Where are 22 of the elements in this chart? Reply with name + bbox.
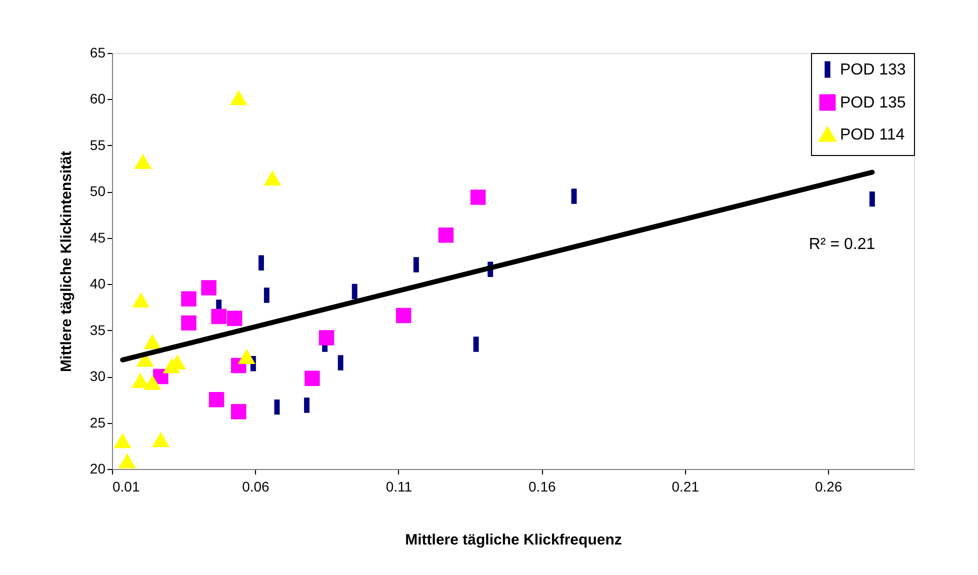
y-tick-label: 50 — [90, 183, 106, 200]
y-tick-label: 55 — [90, 136, 106, 153]
x-tick-label: 0.01 — [112, 478, 140, 494]
y-tick-label: 20 — [90, 460, 106, 476]
y-tick-label: 30 — [90, 368, 106, 384]
x-axis-title: Mittlere tägliche Klickfrequenz — [405, 532, 622, 548]
x-tick-label: 0.11 — [386, 478, 412, 494]
legend-label: POD 114 — [840, 126, 905, 144]
y-tick-label: 65 — [90, 44, 106, 60]
x-tick-label: 0.21 — [672, 478, 700, 494]
y-axis-title: Mittlere tägliche Klickintensität — [58, 151, 75, 372]
x-tick-label: 0.26 — [814, 478, 842, 494]
x-tick-label: 0.06 — [242, 478, 270, 494]
x-tick-label: 0.16 — [528, 478, 556, 494]
annotation: R² = 0.21 — [808, 236, 876, 253]
legend-label: POD 135 — [840, 94, 906, 112]
y-tick-label: 25 — [90, 414, 106, 430]
y-tick-label: 40 — [90, 276, 106, 292]
legend-label: POD 133 — [840, 62, 906, 78]
y-tick-label: 60 — [90, 90, 106, 107]
y-tick-label: 45 — [90, 229, 106, 246]
y-tick-label: 35 — [90, 322, 106, 338]
